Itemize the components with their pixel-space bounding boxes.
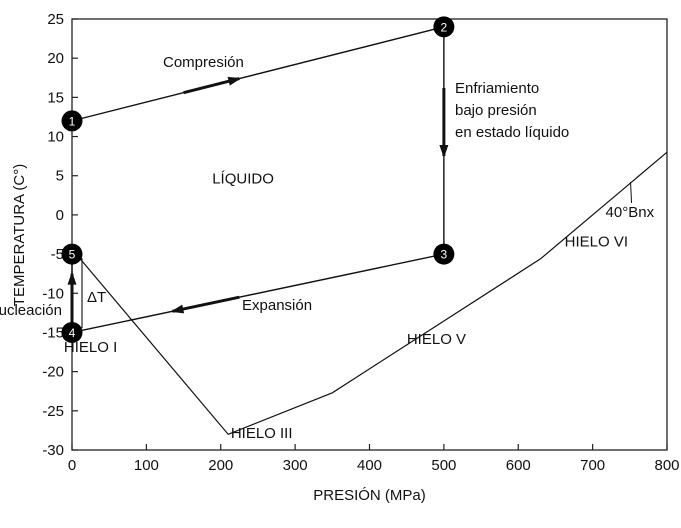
x-tick-label: 400 [357, 457, 382, 474]
process-point-3 [433, 243, 455, 265]
y-tick-label: -5 [51, 246, 64, 263]
y-axis-label: TEMPERATURA (C°) [11, 164, 28, 306]
y-tick-label: 15 [47, 89, 64, 106]
x-tick-label: 0 [68, 457, 76, 474]
y-tick-label: -25 [42, 403, 64, 420]
cooling-label-line: bajo presión [455, 102, 537, 119]
y-tick-label: 25 [47, 11, 64, 28]
region-label: HIELO VI [565, 233, 628, 250]
y-tick-label: -10 [42, 285, 64, 302]
expansion-arrow [172, 295, 240, 313]
expansion-arrow-head [170, 304, 185, 314]
x-tick-label: 200 [208, 457, 233, 474]
cooling-label-line: Enfriamiento [455, 80, 539, 97]
x-tick-label: 800 [654, 457, 679, 474]
region-label: LÍQUIDO [212, 171, 274, 188]
process-line-3-4 [71, 253, 445, 334]
process-line-1-2 [71, 26, 445, 122]
process-point-label: 4 [69, 326, 76, 340]
phase-boundary-line [78, 151, 668, 436]
process-point-2 [433, 16, 455, 38]
y-tick-label: 10 [47, 129, 64, 146]
x-axis-label: PRESIÓN (MPa) [313, 487, 426, 504]
compression-label: Compresión [163, 54, 244, 71]
region-label: HIELO III [231, 425, 293, 442]
annotation-leader [630, 181, 633, 204]
y-tick-label: 20 [47, 50, 64, 67]
y-tick-label: 5 [56, 168, 64, 185]
y-tick-label: 0 [56, 207, 64, 224]
region-label: HIELO V [407, 331, 466, 348]
region-label: HIELO I [64, 339, 117, 356]
nucleation-label: Nucleación [0, 302, 62, 319]
process-point-label: 3 [441, 248, 448, 262]
process-point-5 [61, 243, 83, 265]
cooling-label-line: en estado líquido [455, 124, 569, 141]
process-point-label: 1 [69, 114, 76, 128]
y-tick-label: -15 [42, 324, 64, 341]
x-tick-label: 300 [283, 457, 308, 474]
process-point-label: 2 [441, 20, 448, 34]
x-tick-label: 100 [134, 457, 159, 474]
process-point-4 [61, 321, 83, 343]
expansion-label: Expansión [242, 297, 312, 314]
compression-arrow-head [227, 76, 242, 86]
annotation-label: 40°Bnx [606, 204, 655, 221]
x-tick-label: 600 [506, 457, 531, 474]
process-point-label: 5 [69, 248, 76, 262]
x-tick-label: 500 [431, 457, 456, 474]
cooling-arrow-head [439, 145, 449, 158]
delta-t-label: ΔT [87, 289, 106, 306]
process-point-1 [61, 110, 83, 132]
nucleation-arrow-head [67, 271, 77, 285]
x-tick-label: 700 [580, 457, 605, 474]
y-tick-label: -30 [42, 442, 64, 459]
y-tick-label: -20 [42, 364, 64, 381]
